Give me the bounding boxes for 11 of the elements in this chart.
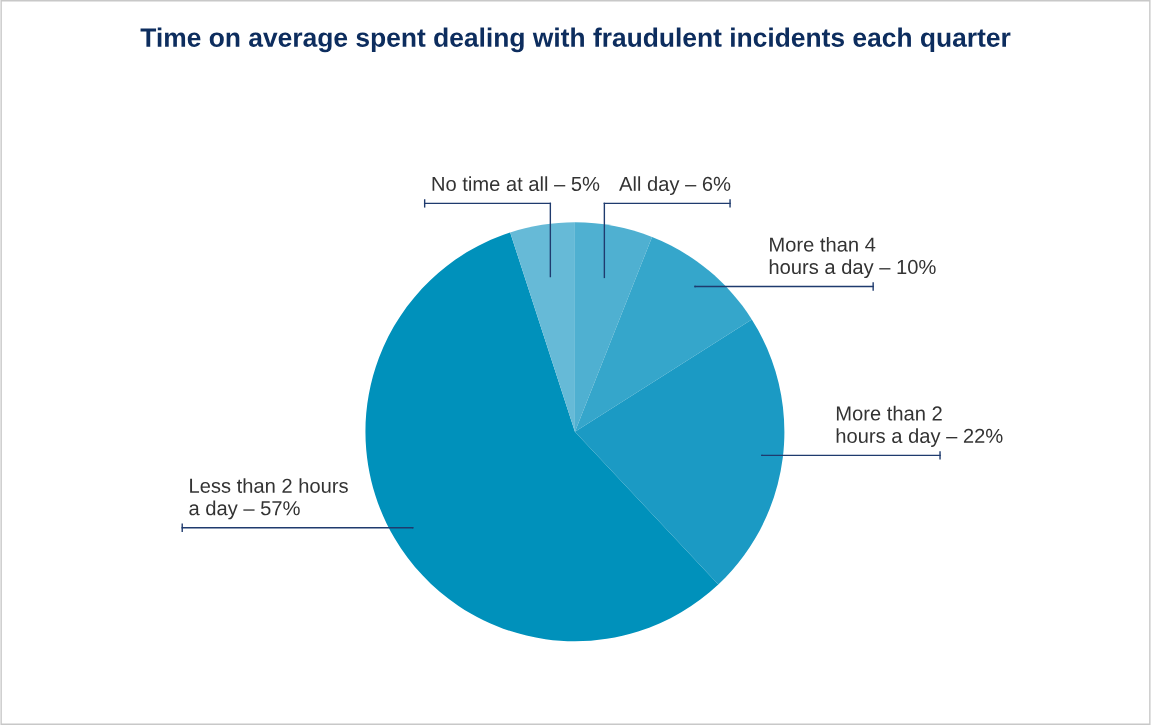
chart-title: Time on average spent dealing with fraudulent incidents each quarter — [140, 27, 1011, 53]
pie-slice — [574, 222, 653, 432]
pie-slice — [365, 232, 719, 642]
slice-label: All day – 6% — [619, 176, 731, 196]
pie-slice — [574, 236, 752, 432]
pie-slice — [510, 222, 575, 432]
pie-slice — [574, 319, 785, 585]
slice-label: No time at all – 5% — [432, 176, 600, 192]
slice-label: More than 4 hours a day – 10% — [769, 236, 936, 279]
slice-label: More than 2 hours a day – 22% — [836, 405, 1003, 447]
slice-label: Less than 2 hours a day – 57% — [189, 478, 348, 520]
